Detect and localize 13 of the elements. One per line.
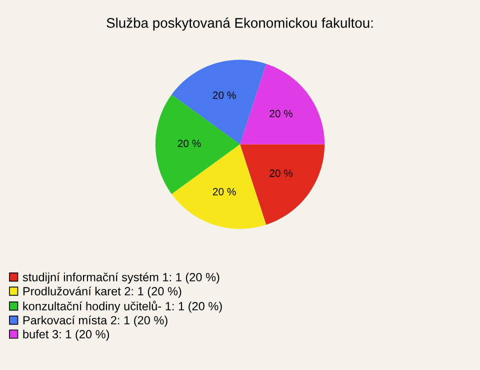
legend-label: Prodlužování karet 2: 1 (20 %) (23, 286, 182, 298)
data-label: 20 % (270, 110, 293, 118)
pie-slice (240, 144, 325, 225)
data-label: 20 % (178, 140, 201, 148)
legend-label: Parkovací místa 2: 1 (20 %) (23, 316, 168, 327)
data-label: 20 % (212, 188, 236, 196)
pie-slice (240, 64, 325, 144)
data-label: 20 % (270, 170, 293, 177)
chart-title: Služba poskytovaná Ekonomickou fakultou: (106, 17, 373, 31)
legend-label: studijní informační systém 1: 1 (20 %) (22, 272, 220, 284)
legend-label: konzultační hodiny učitelů- 1: 1 (20 %) (23, 300, 222, 313)
legend-label: bufet 3: 1 (20 %) (23, 330, 110, 341)
data-label: 20 % (212, 91, 236, 99)
